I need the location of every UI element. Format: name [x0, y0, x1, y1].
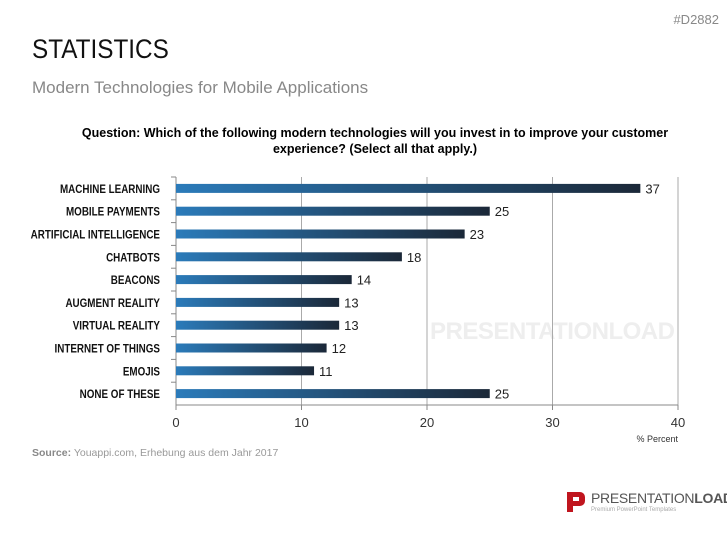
bar	[176, 275, 352, 285]
category-label: MACHINE LEARNING	[60, 183, 160, 196]
data-label: 13	[344, 318, 358, 333]
category-label: ARTIFICIAL INTELLIGENCE	[31, 229, 160, 242]
data-label: 18	[407, 250, 421, 265]
x-tick-label: 10	[294, 415, 308, 430]
chart-title: Question: Which of the following modern …	[81, 126, 669, 156]
category-label: EMOJIS	[123, 365, 160, 378]
data-label: 25	[495, 387, 509, 402]
data-label: 25	[495, 204, 509, 219]
logo-name-bold: LOAD	[694, 490, 727, 506]
data-label: 37	[645, 181, 659, 196]
bar	[176, 206, 490, 216]
bar	[176, 229, 465, 239]
logo-icon	[567, 492, 585, 512]
data-label: 11	[319, 364, 333, 379]
data-label: 12	[332, 341, 346, 356]
category-label: VIRTUAL REALITY	[73, 320, 161, 333]
data-label: 14	[357, 273, 371, 288]
category-label: NONE OF THESE	[80, 388, 160, 401]
source-text: Youappi.com, Erhebung aus dem Jahr 2017	[71, 447, 279, 459]
bar	[176, 366, 315, 376]
category-label: CHATBOTS	[106, 251, 160, 264]
logo-tagline: Premium PowerPoint Templates	[591, 507, 677, 513]
category-label: AUGMENT REALITY	[65, 297, 160, 310]
data-label: 13	[344, 295, 358, 310]
x-tick-label: 20	[420, 415, 434, 430]
x-axis-label: % Percent	[636, 434, 678, 444]
bar	[176, 343, 327, 353]
data-label: 23	[470, 227, 484, 242]
logo-name: PRESENTATION	[591, 490, 695, 506]
source-note: Source: Youappi.com, Erhebung aus dem Ja…	[32, 447, 278, 459]
slide-code: #D2882	[673, 12, 719, 27]
x-tick-label: 40	[671, 415, 685, 430]
bar	[176, 389, 490, 399]
presentationload-logo: PRESENTATIONLOAD Premium PowerPoint Temp…	[565, 490, 727, 519]
category-label: MOBILE PAYMENTS	[66, 206, 160, 219]
bar	[176, 183, 641, 193]
bar	[176, 252, 402, 262]
bar	[176, 297, 340, 307]
x-tick-label: 30	[545, 415, 559, 430]
bar	[176, 320, 340, 330]
page-subtitle: Modern Technologies for Mobile Applicati…	[32, 78, 369, 97]
category-label: INTERNET OF THINGS	[55, 343, 160, 356]
x-tick-label: 0	[172, 415, 179, 430]
source-label: Source:	[32, 447, 72, 459]
category-label: BEACONS	[111, 274, 160, 287]
page-title: STATISTICS	[32, 34, 169, 64]
